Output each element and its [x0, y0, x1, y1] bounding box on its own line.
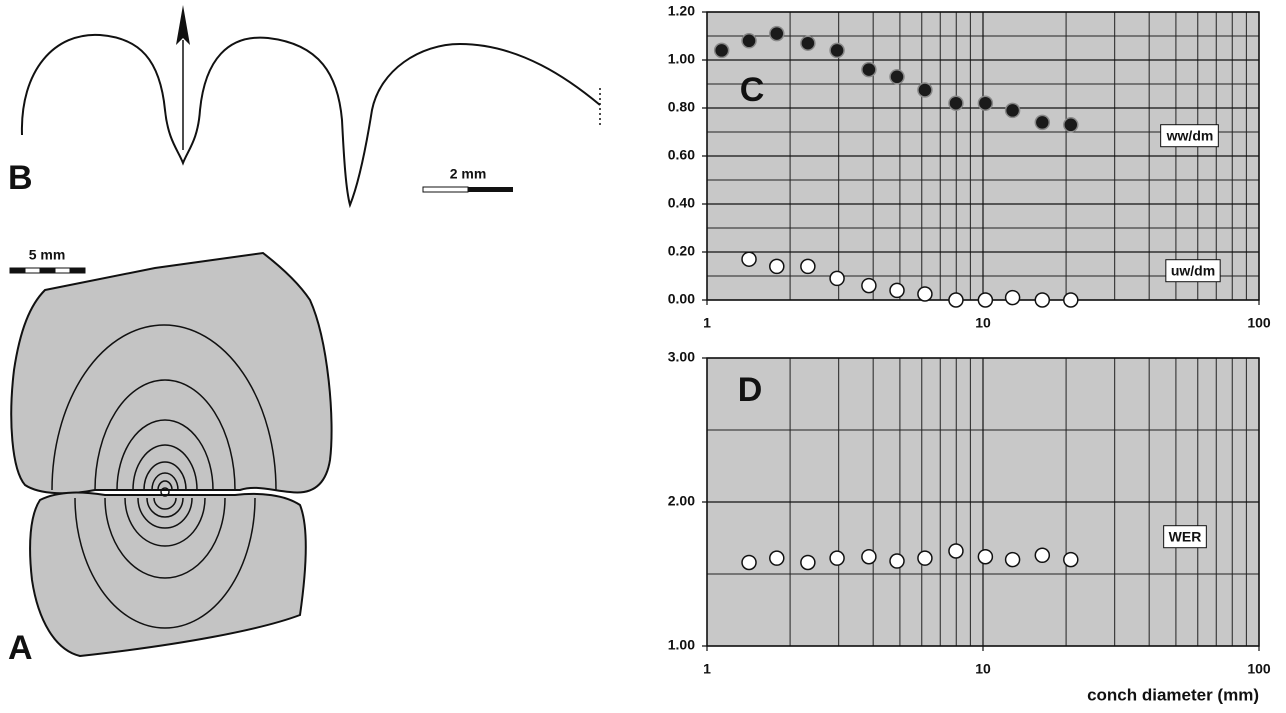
figure: B 2 mm A 5 mm 1 10 100 0.00 0.20 0.40 0.60 0.80…: [0, 0, 1286, 708]
x-tick-label: 10: [975, 661, 991, 677]
y-tick-label: 1.20: [668, 3, 695, 19]
data-point: [742, 252, 756, 266]
data-point: [801, 259, 815, 273]
y-tick-label: 2.00: [668, 493, 695, 509]
legend-label: uw/dm: [1171, 263, 1215, 279]
data-point: [830, 43, 844, 57]
data-point: [830, 271, 844, 285]
scale-bar: [423, 187, 513, 192]
y-tick-label: 0.40: [668, 195, 695, 211]
x-tick-label: 100: [1247, 315, 1271, 331]
y-tick-label: 0.60: [668, 147, 695, 163]
data-point: [742, 34, 756, 48]
y-tick-label: 0.00: [668, 291, 695, 307]
data-point: [1035, 548, 1049, 562]
data-point: [890, 70, 904, 84]
panel-label: D: [738, 371, 763, 409]
scale-label: 5 mm: [29, 247, 66, 263]
data-point: [770, 27, 784, 41]
x-tick-label: 1: [703, 661, 711, 677]
data-point: [801, 555, 815, 569]
data-point: [918, 83, 932, 97]
data-point: [949, 544, 963, 558]
data-point: [715, 43, 729, 57]
y-tick-label: 1.00: [668, 51, 695, 67]
x-tick-label: 10: [975, 315, 991, 331]
data-point: [830, 551, 844, 565]
legend-label: ww/dm: [1166, 128, 1214, 144]
y-tick-label: 0.20: [668, 243, 695, 259]
y-tick-label: 1.00: [668, 637, 695, 653]
x-tick-label: 1: [703, 315, 711, 331]
x-tick-label: 100: [1247, 661, 1271, 677]
data-point: [1006, 291, 1020, 305]
data-point: [978, 293, 992, 307]
panel-label: A: [8, 629, 33, 667]
data-point: [890, 554, 904, 568]
scale-bar: [10, 268, 85, 273]
data-point: [862, 279, 876, 293]
conch-drawing: [11, 253, 331, 656]
data-point: [862, 550, 876, 564]
data-point: [918, 287, 932, 301]
data-point: [949, 293, 963, 307]
data-point: [770, 259, 784, 273]
panel-label: B: [8, 159, 33, 197]
whorl-cross-section: [22, 5, 600, 205]
data-point: [1035, 293, 1049, 307]
data-point: [1064, 118, 1078, 132]
y-tick-label: 3.00: [668, 349, 695, 365]
legend-label: WER: [1169, 529, 1202, 545]
data-point: [978, 550, 992, 564]
data-point: [801, 36, 815, 50]
data-point: [918, 551, 932, 565]
data-point: [862, 63, 876, 77]
data-point: [949, 96, 963, 110]
data-point: [1006, 553, 1020, 567]
data-point: [978, 96, 992, 110]
data-point: [1064, 553, 1078, 567]
data-point: [1064, 293, 1078, 307]
scale-label: 2 mm: [450, 166, 487, 182]
data-point: [1035, 115, 1049, 129]
y-tick-label: 0.80: [668, 99, 695, 115]
data-point: [742, 555, 756, 569]
data-point: [890, 283, 904, 297]
panel-label: C: [740, 71, 765, 109]
x-axis-label: conch diameter (mm): [1087, 685, 1259, 704]
data-point: [770, 551, 784, 565]
data-point: [1006, 103, 1020, 117]
